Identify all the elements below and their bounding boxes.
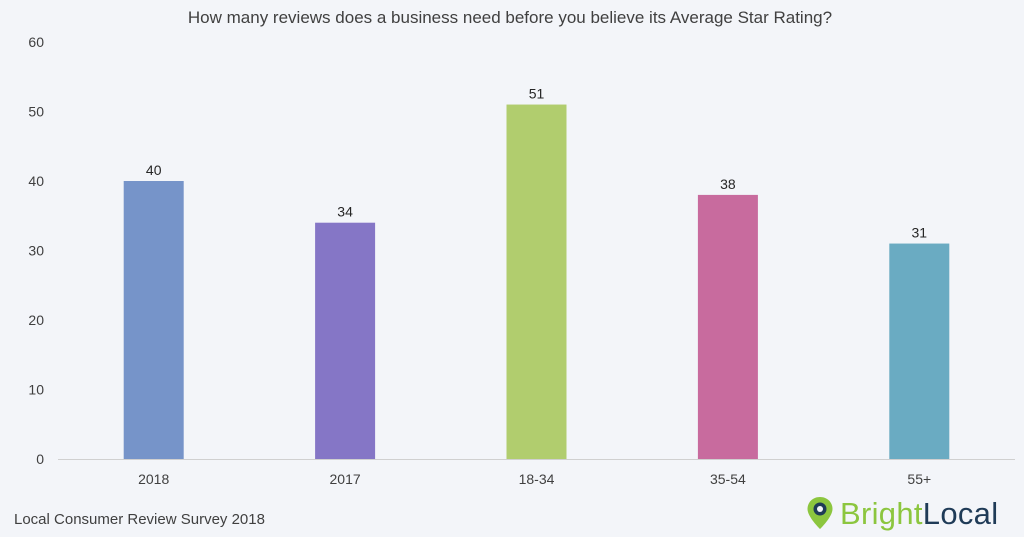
bar xyxy=(506,104,567,460)
chart-title: How many reviews does a business need be… xyxy=(188,8,832,27)
y-tick-label: 20 xyxy=(28,312,44,328)
y-tick-label: 60 xyxy=(28,34,44,50)
logo-text-local: Local xyxy=(922,495,999,531)
brand-logo: BrightLocal xyxy=(806,496,998,530)
y-axis: 0 10 20 30 40 50 60 xyxy=(28,34,44,467)
x-tick-label: 2017 xyxy=(330,471,361,487)
x-axis: 2018 2017 18-34 35-54 55+ xyxy=(138,471,931,487)
bar xyxy=(123,181,184,459)
data-labels: 40 34 51 38 31 xyxy=(146,86,927,241)
bar xyxy=(889,243,950,459)
source-caption: Local Consumer Review Survey 2018 xyxy=(14,511,265,528)
x-tick-label: 55+ xyxy=(907,471,931,487)
y-tick-label: 30 xyxy=(28,243,44,259)
y-tick-label: 0 xyxy=(36,451,44,467)
data-label: 40 xyxy=(146,162,162,178)
y-tick-label: 40 xyxy=(28,173,44,189)
map-pin-icon xyxy=(807,497,833,529)
data-label: 31 xyxy=(912,225,928,241)
data-label: 38 xyxy=(720,176,736,192)
x-tick-label: 2018 xyxy=(138,471,169,487)
logo-text-bright: Bright xyxy=(840,495,923,531)
x-tick-label: 18-34 xyxy=(519,471,555,487)
bar xyxy=(697,194,758,459)
y-tick-label: 10 xyxy=(28,382,44,398)
bar xyxy=(315,222,376,459)
data-label: 34 xyxy=(337,204,353,220)
data-label: 51 xyxy=(529,86,545,102)
x-tick-label: 35-54 xyxy=(710,471,746,487)
y-tick-label: 50 xyxy=(28,104,44,120)
bars xyxy=(123,104,950,460)
